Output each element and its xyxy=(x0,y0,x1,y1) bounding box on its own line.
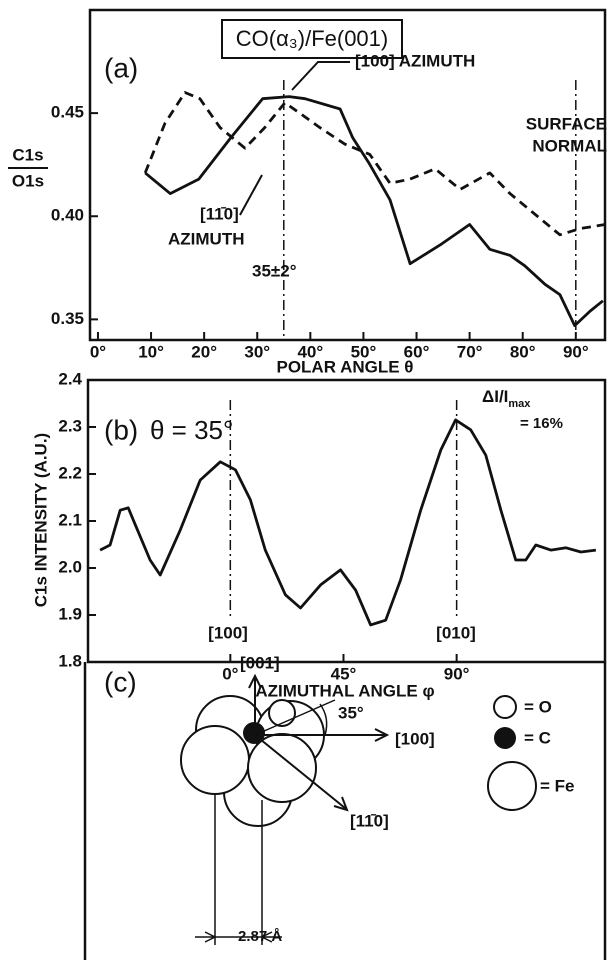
y-tick-label: 1.9 xyxy=(58,604,82,623)
x-tick-label: 80° xyxy=(510,342,536,361)
subtitle: θ = 35° xyxy=(150,415,233,445)
y-tick-label: 2.0 xyxy=(58,557,82,576)
legend-label: = C xyxy=(524,728,551,747)
x-tick-label: 40° xyxy=(297,342,323,361)
data-line xyxy=(99,418,597,627)
legend-label: = O xyxy=(524,697,552,716)
y-label-top: C1s xyxy=(12,145,43,164)
label: 2.87 Å xyxy=(238,928,282,945)
panel-label: (a) xyxy=(104,52,138,83)
legend-label: = Fe xyxy=(540,776,575,795)
legend-c xyxy=(494,727,516,749)
annotation: NORMAL xyxy=(532,136,607,155)
y-tick-label: 2.2 xyxy=(58,463,82,482)
legend-o xyxy=(493,695,517,719)
fe-atom xyxy=(180,725,250,795)
diagram: (c) [001] [100] [11̄0] 35° 2.87 Å = O = … xyxy=(83,653,607,960)
x-label: AZIMUTHAL ANGLE φ xyxy=(255,681,434,700)
data-line xyxy=(144,95,604,327)
y-tick-label: 0.35 xyxy=(51,309,84,328)
delta-main: ΔI/I xyxy=(482,387,508,406)
legend-fe xyxy=(487,761,537,811)
arrow xyxy=(254,734,349,812)
x-tick-label: 20° xyxy=(191,342,217,361)
x-tick-label: 70° xyxy=(457,342,483,361)
panel-label: (c) xyxy=(104,666,137,697)
y-tick-label: 2.3 xyxy=(58,416,82,435)
x-tick-label: 45° xyxy=(331,664,357,683)
label: 35° xyxy=(338,703,364,722)
x-tick-label: 10° xyxy=(138,342,164,361)
arrow xyxy=(248,673,262,735)
y-label-bottom: O1s xyxy=(12,171,44,190)
y-label: C1s INTENSITY (A.U.) xyxy=(31,433,50,607)
arrow xyxy=(239,174,263,216)
x-tick-label: 0° xyxy=(222,664,238,683)
x-tick-label: 50° xyxy=(351,342,377,361)
arrow xyxy=(255,728,390,742)
label: [100] xyxy=(395,729,435,748)
angle xyxy=(254,699,336,736)
label: [11̄0] xyxy=(350,811,389,830)
delta-label: ΔI/Imax xyxy=(482,387,531,409)
fe-atom xyxy=(247,733,317,803)
annotation: AZIMUTH xyxy=(168,229,244,248)
annotation: SURFACE xyxy=(526,114,607,133)
x-tick-label: 0° xyxy=(90,342,106,361)
title-box xyxy=(221,19,403,59)
data-line xyxy=(143,91,606,237)
y-tick-label: 0.40 xyxy=(51,206,84,225)
y-tick-label: 0.45 xyxy=(51,103,84,122)
x-label: POLAR ANGLE θ xyxy=(276,357,413,376)
x-tick-label: 30° xyxy=(244,342,270,361)
y-tick-label: 2.1 xyxy=(58,510,82,529)
plot-frame xyxy=(88,8,607,342)
annotation: [010] xyxy=(436,623,476,642)
annotation: [100] xyxy=(208,623,248,642)
annotation: [100] AZIMUTH xyxy=(355,51,475,70)
x-tick-label: 90° xyxy=(563,342,589,361)
annotation: 35±2° xyxy=(252,261,297,280)
y-tick-label: 1.8 xyxy=(58,651,82,670)
delta-sub: max xyxy=(508,398,531,410)
x-tick-label: 60° xyxy=(404,342,430,361)
y-tick-label: 2.4 xyxy=(58,369,82,388)
x-tick-label: 90° xyxy=(444,664,470,683)
annotation: [11̄0] xyxy=(200,204,239,223)
panel-label: (b) xyxy=(104,414,138,445)
chart-title: CO(α₃)/Fe(001) xyxy=(236,26,388,51)
o-atom xyxy=(268,699,296,727)
dimension xyxy=(195,795,282,945)
arrow xyxy=(291,61,350,91)
delta-value: = 16% xyxy=(520,415,563,432)
